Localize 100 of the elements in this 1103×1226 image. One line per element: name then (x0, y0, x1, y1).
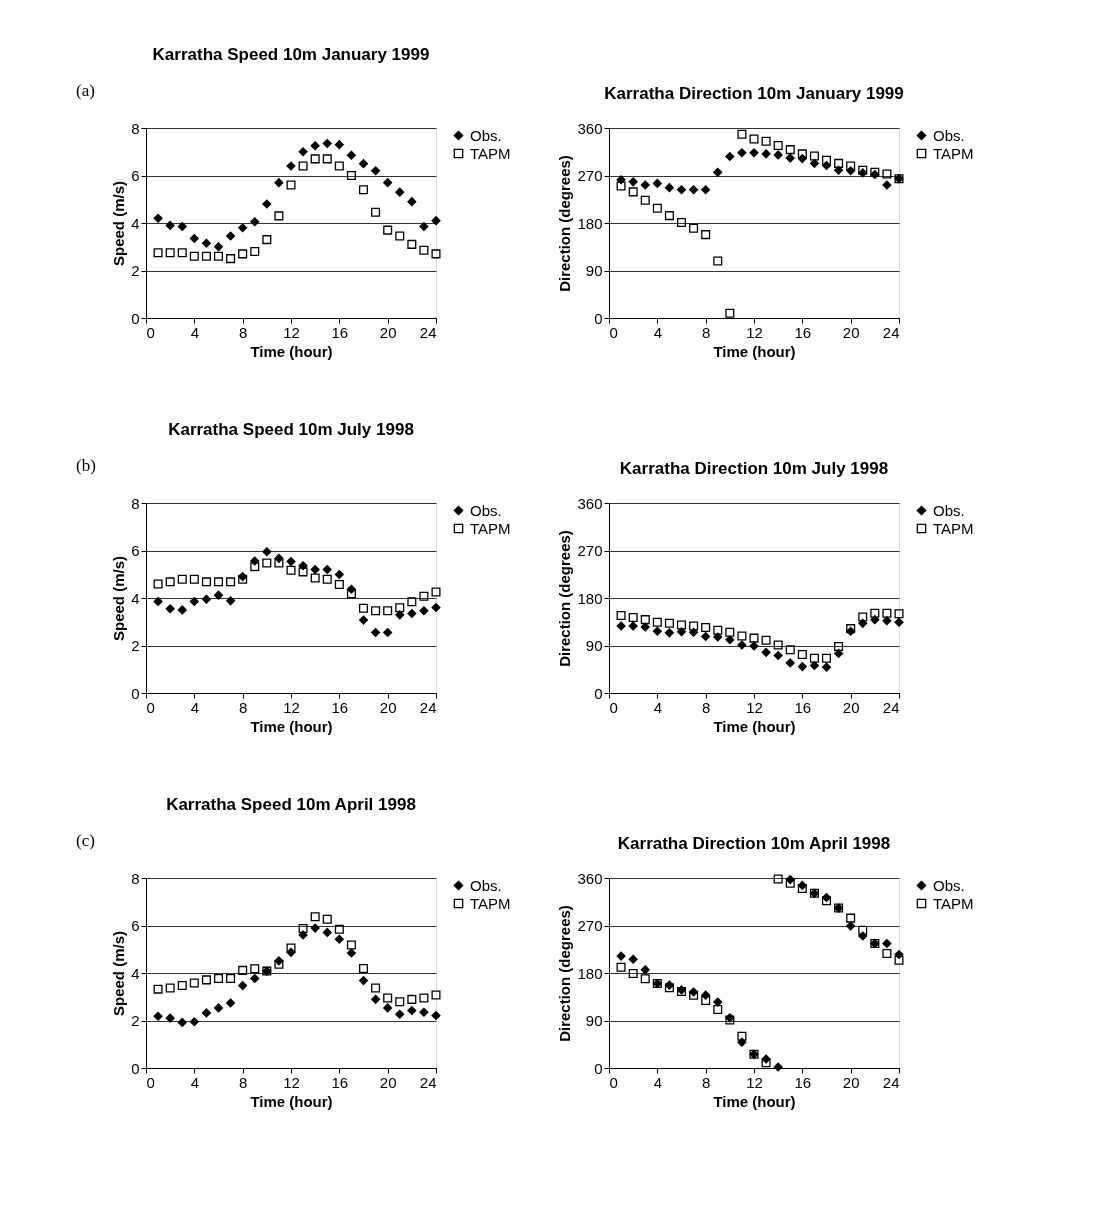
x-tick-label: 20 (379, 698, 397, 716)
x-tick-label: 16 (794, 1073, 812, 1091)
y-tick-label: 2 (131, 262, 140, 279)
x-axis-title: Time (hour) (250, 342, 333, 360)
y-tick-label: 4 (131, 214, 140, 232)
x-tick-label: 24 (419, 323, 437, 341)
y-tick-label: 8 (131, 119, 140, 137)
legend-label: TAPM (470, 144, 511, 162)
x-axis-title: Time (hour) (250, 1092, 333, 1110)
legend-label: Obs. (933, 876, 965, 894)
y-tick-label: 0 (131, 1059, 140, 1077)
x-tick-label: 12 (283, 323, 300, 341)
y-tick-label: 4 (131, 964, 140, 982)
y-tick-label: 8 (131, 494, 140, 512)
chart-title: Karratha Direction 10m April 1998 (617, 834, 891, 853)
x-tick-label: 8 (238, 323, 248, 341)
x-tick-label: 24 (882, 323, 900, 341)
x-axis-title: Time (hour) (713, 1092, 796, 1110)
x-tick-label: 8 (238, 1073, 248, 1091)
y-tick-label: 270 (577, 917, 603, 934)
y-axis-title: Direction (degrees) (556, 155, 574, 292)
x-tick-label: 0 (609, 323, 618, 341)
legend-label: TAPM (470, 894, 511, 912)
x-tick-label: 12 (746, 1073, 763, 1091)
x-tick-label: 0 (609, 698, 618, 716)
y-axis-title: Speed (m/s) (110, 555, 128, 642)
y-tick-label: 270 (577, 542, 603, 559)
x-tick-label: 4 (653, 698, 663, 716)
x-tick-label: 8 (701, 1073, 711, 1091)
y-tick-label: 4 (131, 589, 140, 607)
y-tick-label: 180 (577, 964, 603, 982)
y-tick-label: 0 (131, 684, 140, 702)
legend-label: Obs. (470, 501, 502, 519)
x-tick-label: 4 (653, 1073, 663, 1091)
x-tick-label: 8 (701, 323, 711, 341)
y-tick-label: 90 (585, 262, 603, 279)
text: (b) (76, 456, 96, 475)
y-axis-title: Direction (degrees) (556, 530, 574, 667)
x-tick-label: 16 (794, 698, 812, 716)
x-tick-label: 4 (190, 1073, 200, 1091)
x-tick-label: 8 (238, 698, 248, 716)
y-axis-title: Speed (m/s) (110, 930, 128, 1017)
x-tick-label: 4 (190, 323, 200, 341)
y-tick-label: 90 (585, 637, 603, 654)
x-axis-title: Time (hour) (713, 342, 796, 360)
x-tick-label: 20 (379, 1073, 397, 1091)
text: (c) (76, 831, 95, 850)
y-tick-label: 6 (131, 542, 140, 559)
x-tick-label: 20 (379, 323, 397, 341)
legend-label: Obs. (470, 126, 502, 144)
y-tick-label: 6 (131, 167, 140, 184)
legend-label: TAPM (933, 894, 974, 912)
x-tick-label: 0 (609, 1073, 618, 1091)
x-tick-label: 12 (283, 1073, 300, 1091)
y-tick-label: 180 (577, 214, 603, 232)
y-tick-label: 0 (594, 684, 603, 702)
x-tick-label: 8 (701, 698, 711, 716)
x-axis-title: Time (hour) (250, 717, 333, 735)
x-tick-label: 16 (794, 323, 812, 341)
x-tick-label: 0 (146, 323, 155, 341)
chart-title: Karratha Direction 10m January 1999 (604, 84, 904, 103)
x-tick-label: 0 (146, 1073, 155, 1091)
legend-label: TAPM (933, 519, 974, 537)
chart-title: Karratha Speed 10m January 1999 (152, 45, 430, 64)
x-tick-label: 24 (419, 1073, 437, 1091)
chart-title: Karratha Speed 10m July 1998 (168, 420, 414, 439)
y-tick-label: 360 (577, 869, 603, 887)
text: (a) (76, 81, 95, 100)
x-tick-label: 12 (746, 323, 763, 341)
x-tick-label: 20 (842, 323, 860, 341)
legend-label: TAPM (470, 519, 511, 537)
x-tick-label: 12 (283, 698, 300, 716)
x-tick-label: 24 (419, 698, 437, 716)
x-axis-title: Time (hour) (713, 717, 796, 735)
x-tick-label: 16 (331, 698, 349, 716)
y-tick-label: 270 (577, 167, 603, 184)
y-tick-label: 360 (577, 119, 603, 137)
y-tick-label: 360 (577, 494, 603, 512)
y-tick-label: 180 (577, 589, 603, 607)
y-tick-label: 0 (594, 309, 603, 327)
legend-label: Obs. (933, 126, 965, 144)
x-tick-label: 24 (882, 698, 900, 716)
y-axis-title: Speed (m/s) (110, 180, 128, 267)
x-tick-label: 20 (842, 1073, 860, 1091)
y-tick-label: 90 (585, 1012, 603, 1029)
x-tick-label: 12 (746, 698, 763, 716)
legend-label: Obs. (933, 501, 965, 519)
y-tick-label: 2 (131, 637, 140, 654)
y-tick-label: 0 (131, 309, 140, 327)
x-tick-label: 16 (331, 323, 349, 341)
chart-title: Karratha Speed 10m April 1998 (166, 795, 416, 814)
y-tick-label: 8 (131, 869, 140, 887)
legend-label: Obs. (470, 876, 502, 894)
chart-title: Karratha Direction 10m July 1998 (619, 459, 889, 478)
y-tick-label: 6 (131, 917, 140, 934)
x-tick-label: 4 (190, 698, 200, 716)
y-tick-label: 0 (594, 1059, 603, 1077)
x-tick-label: 16 (331, 1073, 349, 1091)
x-tick-label: 20 (842, 698, 860, 716)
x-tick-label: 4 (653, 323, 663, 341)
